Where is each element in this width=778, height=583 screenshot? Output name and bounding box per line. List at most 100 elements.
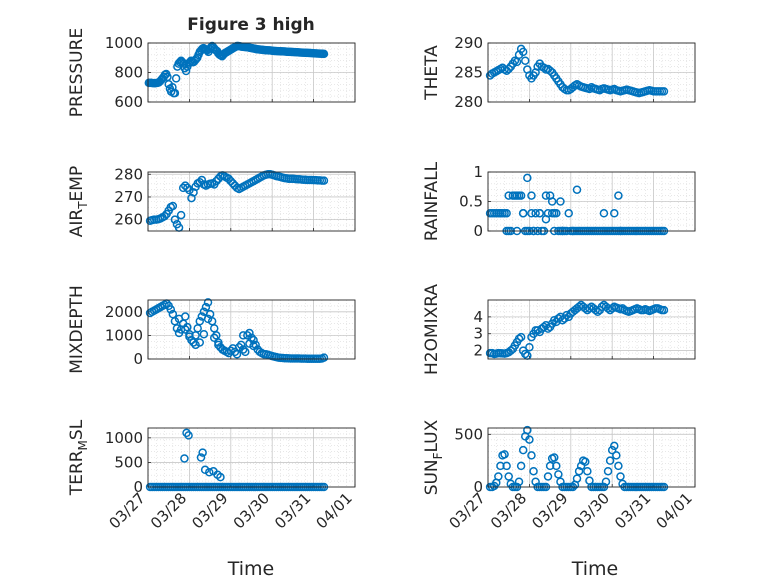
y-axis-label: MIXDEPTH: [67, 285, 87, 374]
data-point: [581, 457, 590, 466]
axes-box: [147, 427, 356, 488]
data-point: [176, 210, 186, 220]
axes-box: [147, 42, 356, 103]
data-point: [549, 453, 559, 462]
y-tick-label: 285: [454, 64, 483, 82]
data-point: [585, 84, 594, 94]
data-point: [601, 477, 611, 486]
data-point: [543, 324, 553, 333]
y-tick-label: 800: [114, 64, 143, 82]
data-point: [504, 191, 513, 200]
data-point: [552, 209, 561, 218]
data-point: [197, 175, 207, 185]
data-point: [203, 314, 213, 324]
data-point: [195, 316, 204, 326]
data-point: [172, 324, 182, 333]
data-point: [610, 209, 619, 218]
x-tick-label: 03/29: [188, 489, 231, 532]
data-point: [195, 338, 204, 347]
axes-box: [487, 427, 696, 488]
data-point: [216, 472, 225, 482]
data-point: [531, 477, 540, 486]
data-point: [523, 173, 532, 183]
data-point: [610, 441, 619, 451]
y-tick-label: 1000: [105, 429, 143, 447]
data-point: [535, 209, 544, 218]
data-point: [198, 448, 207, 457]
data-point: [160, 212, 169, 221]
data-point: [504, 472, 513, 481]
figure-title: Figure 3 high: [187, 15, 315, 35]
data-point: [171, 74, 181, 83]
data-point: [496, 209, 505, 218]
data-point: [196, 453, 206, 462]
data-point: [191, 54, 201, 64]
y-tick-label: 500: [454, 425, 483, 443]
subplot-2: 280 285 290 THETA: [422, 34, 696, 111]
y-axis-label: PRESSURE: [67, 28, 87, 117]
data-point: [593, 307, 602, 317]
data-point: [243, 331, 252, 340]
subplot-8: 03/2703/2803/2903/3003/3104/010500SUNFLU…: [422, 419, 696, 532]
data-point: [554, 314, 563, 323]
data-point: [502, 209, 511, 218]
y-tick-label: 2: [473, 342, 483, 360]
data-point: [558, 315, 567, 325]
data-point: [572, 474, 582, 483]
data-point: [226, 346, 236, 355]
y-axis-label: H2OMIXRA: [422, 284, 442, 375]
data-point: [496, 461, 505, 471]
data-point: [605, 456, 615, 465]
data-point: [616, 472, 625, 481]
axes-box: [487, 171, 696, 232]
data-point: [319, 176, 329, 185]
data-point: [180, 454, 189, 463]
subplot-6: 234 H2OMIXRA: [422, 284, 696, 375]
x-tick-label: 03/29: [528, 489, 571, 532]
subplot-1: 600 800 1000 PRESSURE: [67, 28, 356, 117]
data-point: [236, 340, 246, 350]
data-point: [518, 209, 528, 218]
y-tick-label: 3: [473, 325, 483, 343]
y-tick-label: 270: [114, 188, 143, 206]
data-point: [533, 326, 542, 335]
data-point: [241, 347, 250, 357]
y-axis-label: SUNFLUX: [422, 419, 445, 495]
y-axis-label: TERRMSL: [67, 419, 90, 496]
x-axis-label-right: Time: [571, 558, 619, 580]
data-point: [549, 315, 559, 325]
axes-box: [147, 299, 356, 360]
data-point: [166, 305, 176, 314]
y-tick-label: 4: [473, 308, 483, 326]
axes-box: [147, 171, 356, 232]
data-point: [199, 329, 209, 339]
x-tick-label: 04/01: [313, 489, 356, 532]
y-tick-label: 600: [114, 93, 143, 111]
data-point: [518, 445, 528, 455]
data-point: [181, 181, 190, 190]
y-tick-label: 0: [473, 478, 483, 496]
data-point: [185, 185, 194, 195]
data-point: [191, 340, 200, 350]
data-point: [212, 176, 221, 186]
x-axis-label-left: Time: [227, 558, 275, 580]
y-tick-label: 500: [114, 453, 143, 471]
data-point: [547, 209, 557, 218]
data-point: [224, 174, 233, 184]
y-tick-label: 0: [133, 350, 143, 368]
data-point: [494, 472, 503, 481]
data-point: [525, 342, 534, 352]
y-tick-label: 290: [454, 34, 483, 52]
data-point: [502, 461, 511, 471]
y-tick-label: 260: [114, 211, 143, 229]
y-axis-label: RAINFALL: [422, 161, 442, 241]
data-point: [170, 215, 180, 224]
data-point: [230, 347, 240, 357]
data-point: [659, 87, 669, 96]
data-point: [599, 209, 609, 218]
data-point: [527, 191, 536, 200]
axes-box: [487, 42, 696, 103]
x-tick-label: 03/30: [230, 489, 273, 532]
subplot-7: 03/2703/2803/2903/3003/3104/0105001000TE…: [67, 419, 356, 532]
x-tick-label: 03/28: [147, 489, 190, 532]
